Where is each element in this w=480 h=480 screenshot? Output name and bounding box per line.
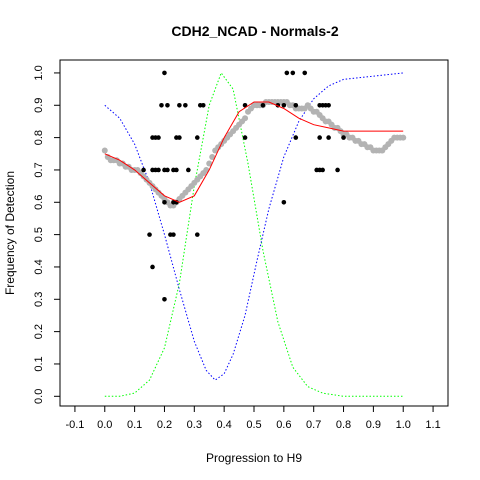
data-point [242, 135, 248, 140]
x-tick-label: 0.6 [276, 419, 291, 431]
data-point [150, 264, 155, 270]
data-point [186, 167, 191, 173]
data-point [317, 135, 322, 140]
x-axis: -0.1 0.0 0.1 0.2 0.3 0.4 0.5 0.6 0.7 0.8 0.9 1.0 1.1 [65, 406, 441, 431]
data-point [177, 135, 182, 140]
x-tick-label: 0.3 [187, 419, 202, 431]
data-point [200, 102, 206, 108]
data-point [147, 232, 152, 237]
data-point [177, 102, 182, 108]
data-point [156, 167, 161, 173]
y-tick-label: 0.0 [33, 389, 45, 404]
data-point [159, 102, 164, 108]
data-point [281, 102, 287, 108]
data-point [194, 232, 200, 237]
y-tick-label: 0.6 [33, 195, 45, 210]
data-point [183, 102, 188, 108]
data-point [165, 167, 170, 173]
data-point [162, 199, 167, 205]
data-point [326, 135, 331, 140]
y-tick-label: 0.7 [33, 162, 45, 177]
x-tick-label: 1.0 [396, 419, 411, 431]
y-tick-label: 0.4 [33, 259, 45, 274]
data-point [293, 135, 299, 140]
data-point [320, 167, 325, 173]
x-tick-label: -0.1 [65, 419, 84, 431]
smooth-point [400, 134, 407, 141]
y-tick-label: 0.8 [33, 130, 45, 145]
x-tick-label: 0.4 [217, 419, 232, 431]
smooth-point [206, 160, 213, 167]
smooth-point [101, 147, 108, 154]
data-point [335, 167, 340, 173]
data-point [162, 70, 167, 76]
x-tick-label: 0.0 [97, 419, 112, 431]
y-axis: 0.0 0.1 0.2 0.3 0.4 0.5 0.6 0.7 0.8 0.9 1.0 [33, 65, 60, 404]
data-point [284, 70, 290, 76]
x-tick-label: 0.1 [127, 419, 142, 431]
x-axis-label: Progression to H9 [206, 451, 302, 465]
y-tick-label: 0.9 [33, 98, 45, 113]
data-point [165, 102, 170, 108]
smooth-point [242, 115, 249, 122]
smooth-point [209, 154, 216, 161]
green-curve-line [104, 71, 404, 397]
plot-frame [59, 59, 449, 407]
observed-points-series [141, 70, 346, 302]
chart-title: CDH2_NCAD - Normals-2 [171, 23, 338, 39]
x-tick-label: 0.2 [157, 419, 172, 431]
green-curve [104, 71, 404, 397]
data-point [171, 232, 176, 237]
blue-curve [104, 72, 404, 381]
data-point [194, 135, 200, 140]
fit-line [104, 101, 404, 203]
y-tick-label: 0.1 [33, 356, 45, 371]
data-point [293, 102, 299, 108]
data-point [290, 70, 296, 76]
data-point [162, 296, 167, 302]
x-tick-label: 0.7 [306, 419, 321, 431]
x-tick-label: 0.5 [246, 419, 261, 431]
y-tick-label: 0.2 [33, 324, 45, 339]
x-tick-label: 0.8 [336, 419, 351, 431]
x-tick-label: 1.1 [425, 419, 440, 431]
data-point [260, 102, 266, 108]
y-tick-label: 0.5 [33, 227, 45, 242]
y-axis-label: Frequency of Detection [3, 171, 17, 295]
data-point [141, 167, 146, 173]
data-point [302, 70, 308, 76]
x-tick-label: 0.9 [366, 419, 381, 431]
data-point [174, 167, 179, 173]
fit-line-path [104, 101, 404, 203]
blue-curve-line [104, 72, 404, 381]
data-point [242, 102, 248, 108]
y-tick-label: 0.3 [33, 292, 45, 307]
y-tick-label: 1.0 [33, 65, 45, 80]
data-point [326, 102, 331, 108]
smooth-points-series [101, 99, 407, 209]
data-point [281, 199, 287, 205]
data-point [156, 135, 161, 140]
data-point [341, 135, 346, 140]
